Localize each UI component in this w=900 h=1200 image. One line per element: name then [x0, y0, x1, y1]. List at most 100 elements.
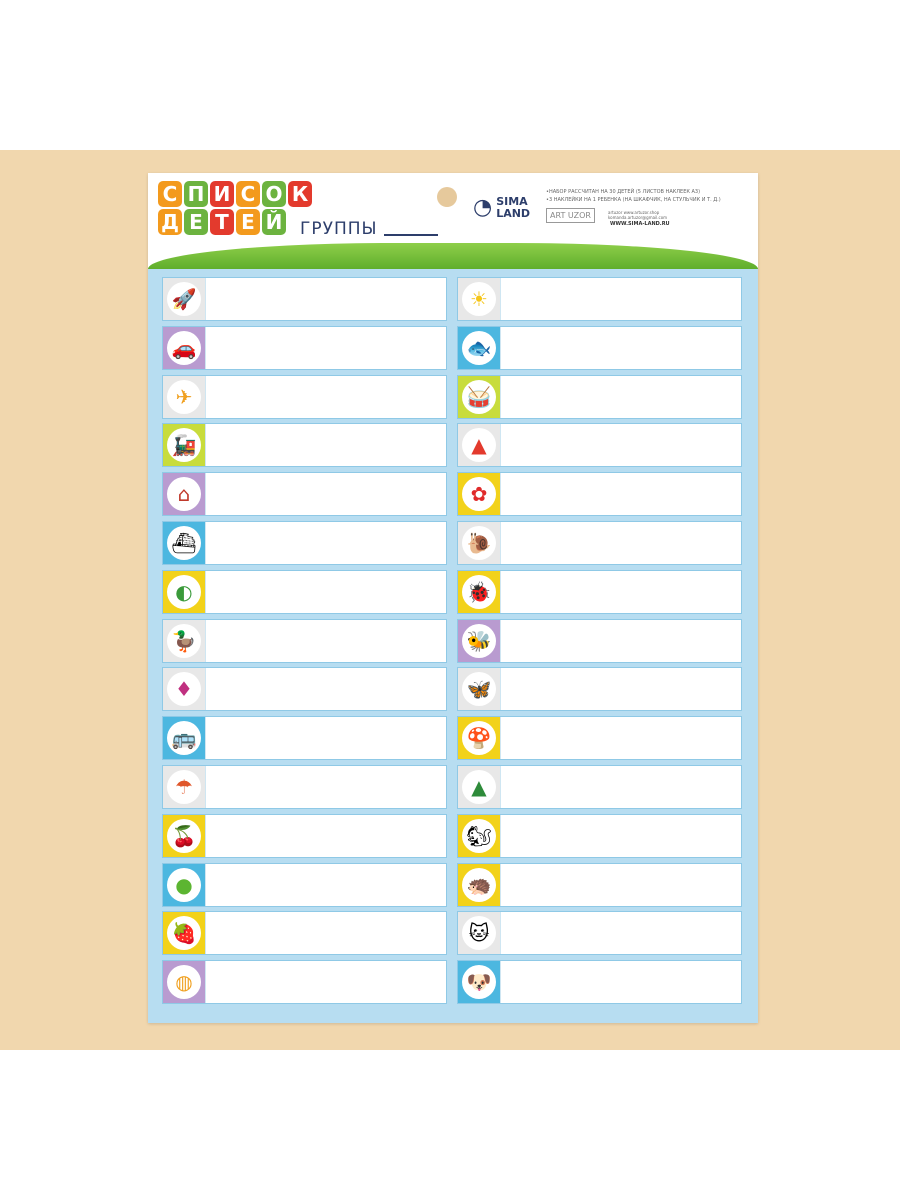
name-row: 🐿: [457, 813, 742, 858]
name-row: 🚀: [162, 277, 447, 321]
name-field[interactable]: [205, 326, 446, 369]
name-row: ⛴: [162, 520, 447, 565]
name-row: 🍓: [162, 911, 447, 956]
butterfly-icon: 🦋: [458, 668, 500, 711]
art-uzor-logo: ART UZOR: [546, 208, 595, 223]
title-letter-block: О: [262, 181, 286, 207]
name-field[interactable]: [500, 814, 741, 857]
website: WWW.SIMA-LAND.RU: [610, 221, 670, 227]
house-icon: ⌂: [163, 473, 205, 516]
icon-glyph: 🚌: [167, 721, 201, 756]
contact: komanda.artuzor@gmail.com: [608, 215, 668, 220]
train-icon: 🚂: [163, 424, 205, 467]
contact: artuzor www.artuzor.shop: [608, 210, 660, 215]
name-row: 🚌: [162, 716, 447, 761]
icon-glyph: ◍: [167, 965, 201, 1000]
icon-glyph: 🍒: [167, 818, 201, 853]
name-field[interactable]: [205, 521, 446, 564]
name-field[interactable]: [205, 912, 446, 955]
logo-line2: LAND: [496, 206, 531, 220]
name-field[interactable]: [500, 668, 741, 711]
name-field[interactable]: [500, 424, 741, 467]
title-letter-block: И: [210, 181, 234, 207]
icon-glyph: 🥁: [462, 379, 496, 414]
title-letter-block: Т: [210, 209, 234, 235]
logo-line1: SIMA: [496, 194, 528, 208]
right-column: ☀ 🐟 🥁 ▲ ✿ 🐌 🐞 🐝 🦋 🍄 ▲ 🐿 🦔 🐱 🐶: [457, 277, 742, 1009]
name-field[interactable]: [205, 375, 446, 418]
name-row: 🐱: [457, 911, 742, 956]
dolphin-icon: ◔: [473, 195, 493, 220]
icon-glyph: ✿: [462, 477, 496, 512]
name-row: 🦋: [457, 667, 742, 712]
apple-icon: ●: [163, 863, 205, 906]
left-column: 🚀 🚗 ✈ 🚂 ⌂ ⛴ ◐ 🦆 ♦ 🚌 ☂ 🍒 ● 🍓 ◍: [162, 277, 447, 1009]
icon-glyph: 🦔: [462, 867, 496, 902]
icon-glyph: 🦆: [167, 623, 201, 658]
bee-icon: 🐝: [458, 619, 500, 662]
name-row: ▲: [457, 423, 742, 468]
name-field[interactable]: [205, 814, 446, 857]
name-row: 🐞: [457, 569, 742, 614]
icon-glyph: ●: [167, 867, 201, 902]
name-row: ◐: [162, 569, 447, 614]
groups-label: ГРУППЫ: [300, 219, 378, 239]
name-field[interactable]: [205, 668, 446, 711]
name-row: 🐟: [457, 325, 742, 370]
note: •3 НАКЛЕЙКИ НА 1 РЕБЕНКА (НА ШКАФЧИК, НА…: [546, 197, 721, 203]
icon-glyph: ✈: [167, 379, 201, 414]
rocket-icon: 🚀: [163, 278, 205, 320]
name-field[interactable]: [500, 375, 741, 418]
name-field[interactable]: [500, 570, 741, 613]
name-row: ◍: [162, 960, 447, 1005]
fish-icon: 🐟: [458, 326, 500, 369]
name-field[interactable]: [205, 961, 446, 1004]
icon-glyph: ▲: [462, 769, 496, 804]
name-field[interactable]: [205, 863, 446, 906]
name-field[interactable]: [205, 570, 446, 613]
name-field[interactable]: [500, 278, 741, 320]
name-row: 🚗: [162, 325, 447, 370]
name-row: ●: [162, 862, 447, 907]
icon-glyph: 🐞: [462, 574, 496, 609]
name-row: ☂: [162, 764, 447, 809]
name-row: 🦆: [162, 618, 447, 663]
name-row: ⌂: [162, 472, 447, 517]
drum-icon: 🥁: [458, 375, 500, 418]
name-field[interactable]: [500, 521, 741, 564]
name-field[interactable]: [205, 619, 446, 662]
name-field[interactable]: [500, 326, 741, 369]
icon-glyph: 🍓: [167, 916, 201, 951]
bus-icon: 🚌: [163, 717, 205, 760]
ladybug-icon: 🐞: [458, 570, 500, 613]
name-field[interactable]: [205, 473, 446, 516]
name-field[interactable]: [205, 424, 446, 467]
name-field[interactable]: [500, 619, 741, 662]
name-row: 🐶: [457, 960, 742, 1005]
icon-glyph: 🚂: [167, 428, 201, 463]
name-field[interactable]: [500, 765, 741, 808]
hanging-hole: [437, 187, 457, 207]
boat-icon: ⛴: [163, 521, 205, 564]
name-field[interactable]: [500, 717, 741, 760]
fir-tree-icon: ▲: [458, 765, 500, 808]
name-field[interactable]: [205, 765, 446, 808]
name-field[interactable]: [205, 717, 446, 760]
title-letter-block: Е: [184, 209, 208, 235]
name-field[interactable]: [500, 912, 741, 955]
notes: •НАБОР РАССЧИТАН НА 30 ДЕТЕЙ (5 ЛИСТОВ Н…: [546, 188, 721, 204]
name-row: ☀: [457, 277, 742, 321]
icon-glyph: 🦋: [462, 672, 496, 707]
icon-glyph: 🐌: [462, 525, 496, 560]
name-row: 🦔: [457, 862, 742, 907]
name-field[interactable]: [500, 863, 741, 906]
title-letter-block: Д: [158, 209, 182, 235]
icon-glyph: ♦: [167, 672, 201, 707]
name-row: ✈: [162, 374, 447, 419]
name-field[interactable]: [500, 473, 741, 516]
name-field[interactable]: [500, 961, 741, 1004]
name-row: 🍄: [457, 716, 742, 761]
name-row: ▲: [457, 764, 742, 809]
name-field[interactable]: [205, 278, 446, 320]
